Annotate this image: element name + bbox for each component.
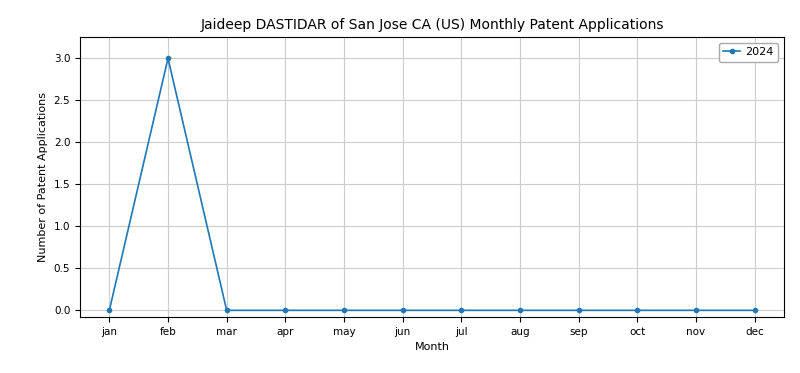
2024 <box>457 308 466 313</box>
2024 <box>339 308 349 313</box>
2024 <box>574 308 583 313</box>
2024 <box>515 308 525 313</box>
Title: Jaideep DASTIDAR of San Jose CA (US) Monthly Patent Applications: Jaideep DASTIDAR of San Jose CA (US) Mon… <box>200 18 664 32</box>
2024 <box>398 308 407 313</box>
Legend: 2024: 2024 <box>719 43 778 62</box>
Line: 2024: 2024 <box>107 56 757 313</box>
2024 <box>633 308 642 313</box>
2024 <box>750 308 759 313</box>
2024 <box>691 308 701 313</box>
2024 <box>222 308 231 313</box>
2024 <box>281 308 290 313</box>
Y-axis label: Number of Patent Applications: Number of Patent Applications <box>38 92 48 262</box>
X-axis label: Month: Month <box>414 342 450 352</box>
2024 <box>105 308 114 313</box>
2024 <box>163 56 173 60</box>
